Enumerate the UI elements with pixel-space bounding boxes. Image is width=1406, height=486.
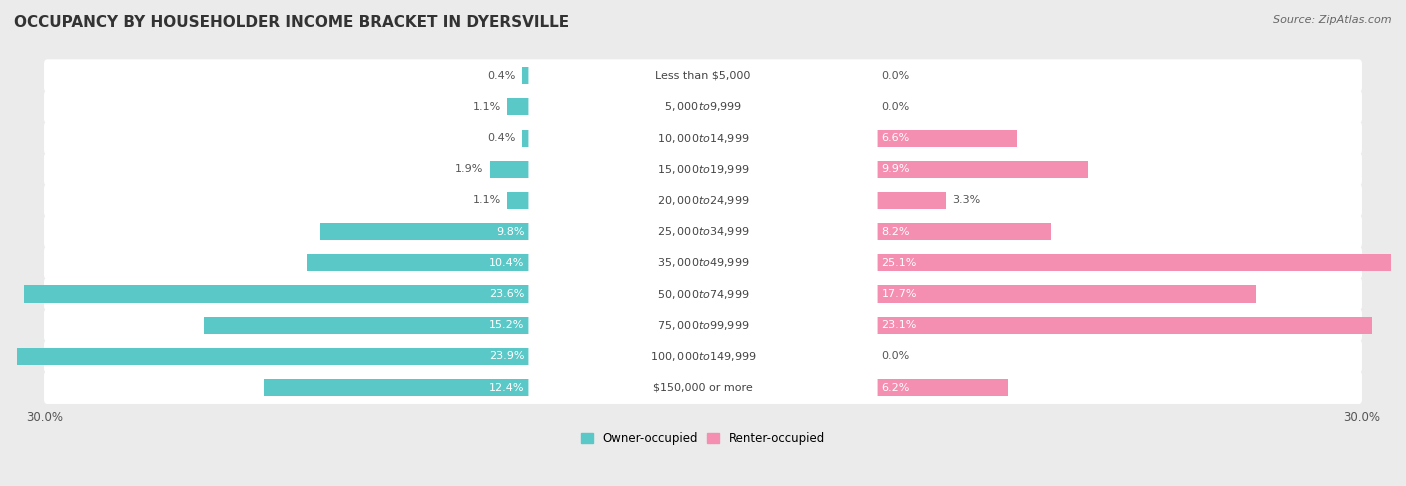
FancyBboxPatch shape [529, 313, 877, 338]
FancyBboxPatch shape [44, 309, 1362, 342]
Bar [875, 379, 1008, 396]
FancyBboxPatch shape [529, 126, 877, 150]
Text: 25.1%: 25.1% [882, 258, 917, 268]
Text: Less than $5,000: Less than $5,000 [655, 70, 751, 81]
Bar [875, 129, 1017, 147]
FancyBboxPatch shape [44, 215, 1362, 248]
Text: $150,000 or more: $150,000 or more [654, 382, 752, 393]
FancyBboxPatch shape [44, 184, 1362, 217]
Text: $15,000 to $19,999: $15,000 to $19,999 [657, 163, 749, 176]
Text: 1.1%: 1.1% [472, 102, 501, 112]
Text: $100,000 to $149,999: $100,000 to $149,999 [650, 350, 756, 363]
Text: Source: ZipAtlas.com: Source: ZipAtlas.com [1274, 15, 1392, 25]
Text: OCCUPANCY BY HOUSEHOLDER INCOME BRACKET IN DYERSVILLE: OCCUPANCY BY HOUSEHOLDER INCOME BRACKET … [14, 15, 569, 30]
FancyBboxPatch shape [529, 375, 877, 400]
FancyBboxPatch shape [529, 219, 877, 244]
Bar [491, 161, 531, 178]
FancyBboxPatch shape [529, 344, 877, 369]
Bar [875, 192, 946, 209]
Text: 6.6%: 6.6% [882, 133, 910, 143]
Text: 9.9%: 9.9% [882, 164, 910, 174]
Text: 0.0%: 0.0% [882, 351, 910, 362]
Text: $75,000 to $99,999: $75,000 to $99,999 [657, 319, 749, 332]
Text: 9.8%: 9.8% [496, 226, 524, 237]
Text: 3.3%: 3.3% [952, 195, 980, 206]
Text: 15.2%: 15.2% [489, 320, 524, 330]
Text: 1.9%: 1.9% [456, 164, 484, 174]
Text: 17.7%: 17.7% [882, 289, 917, 299]
FancyBboxPatch shape [529, 250, 877, 275]
FancyBboxPatch shape [529, 282, 877, 306]
FancyBboxPatch shape [44, 90, 1362, 123]
Text: 30.0%: 30.0% [25, 411, 63, 424]
Text: 0.0%: 0.0% [882, 70, 910, 81]
Bar [875, 161, 1088, 178]
FancyBboxPatch shape [529, 63, 877, 88]
Text: $50,000 to $74,999: $50,000 to $74,999 [657, 288, 749, 300]
Bar [204, 317, 531, 334]
Text: 23.9%: 23.9% [489, 351, 524, 362]
FancyBboxPatch shape [44, 59, 1362, 92]
Text: 10.4%: 10.4% [489, 258, 524, 268]
Bar [308, 254, 531, 271]
Text: 0.0%: 0.0% [882, 102, 910, 112]
FancyBboxPatch shape [44, 278, 1362, 311]
Text: $5,000 to $9,999: $5,000 to $9,999 [664, 101, 742, 113]
FancyBboxPatch shape [529, 95, 877, 119]
Bar [875, 317, 1372, 334]
FancyBboxPatch shape [44, 340, 1362, 373]
Bar [17, 348, 531, 365]
Text: 6.2%: 6.2% [882, 382, 910, 393]
Bar [875, 223, 1052, 240]
FancyBboxPatch shape [44, 122, 1362, 155]
Text: 12.4%: 12.4% [489, 382, 524, 393]
Bar [24, 285, 531, 303]
Text: $25,000 to $34,999: $25,000 to $34,999 [657, 225, 749, 238]
Bar [508, 98, 531, 116]
Text: $20,000 to $24,999: $20,000 to $24,999 [657, 194, 749, 207]
Text: 0.4%: 0.4% [488, 133, 516, 143]
Bar [875, 285, 1256, 303]
Text: $10,000 to $14,999: $10,000 to $14,999 [657, 132, 749, 145]
Text: 23.1%: 23.1% [882, 320, 917, 330]
FancyBboxPatch shape [44, 153, 1362, 186]
Text: 0.4%: 0.4% [488, 70, 516, 81]
Text: 1.1%: 1.1% [472, 195, 501, 206]
Text: $35,000 to $49,999: $35,000 to $49,999 [657, 256, 749, 269]
Bar [264, 379, 531, 396]
FancyBboxPatch shape [529, 188, 877, 213]
FancyBboxPatch shape [529, 157, 877, 182]
Bar [523, 67, 531, 84]
Legend: Owner-occupied, Renter-occupied: Owner-occupied, Renter-occupied [576, 427, 830, 450]
FancyBboxPatch shape [44, 371, 1362, 404]
Text: 8.2%: 8.2% [882, 226, 910, 237]
Text: 30.0%: 30.0% [1343, 411, 1381, 424]
Bar [508, 192, 531, 209]
Text: 23.6%: 23.6% [489, 289, 524, 299]
FancyBboxPatch shape [44, 246, 1362, 279]
Bar [523, 129, 531, 147]
Bar [321, 223, 531, 240]
Bar [875, 254, 1406, 271]
